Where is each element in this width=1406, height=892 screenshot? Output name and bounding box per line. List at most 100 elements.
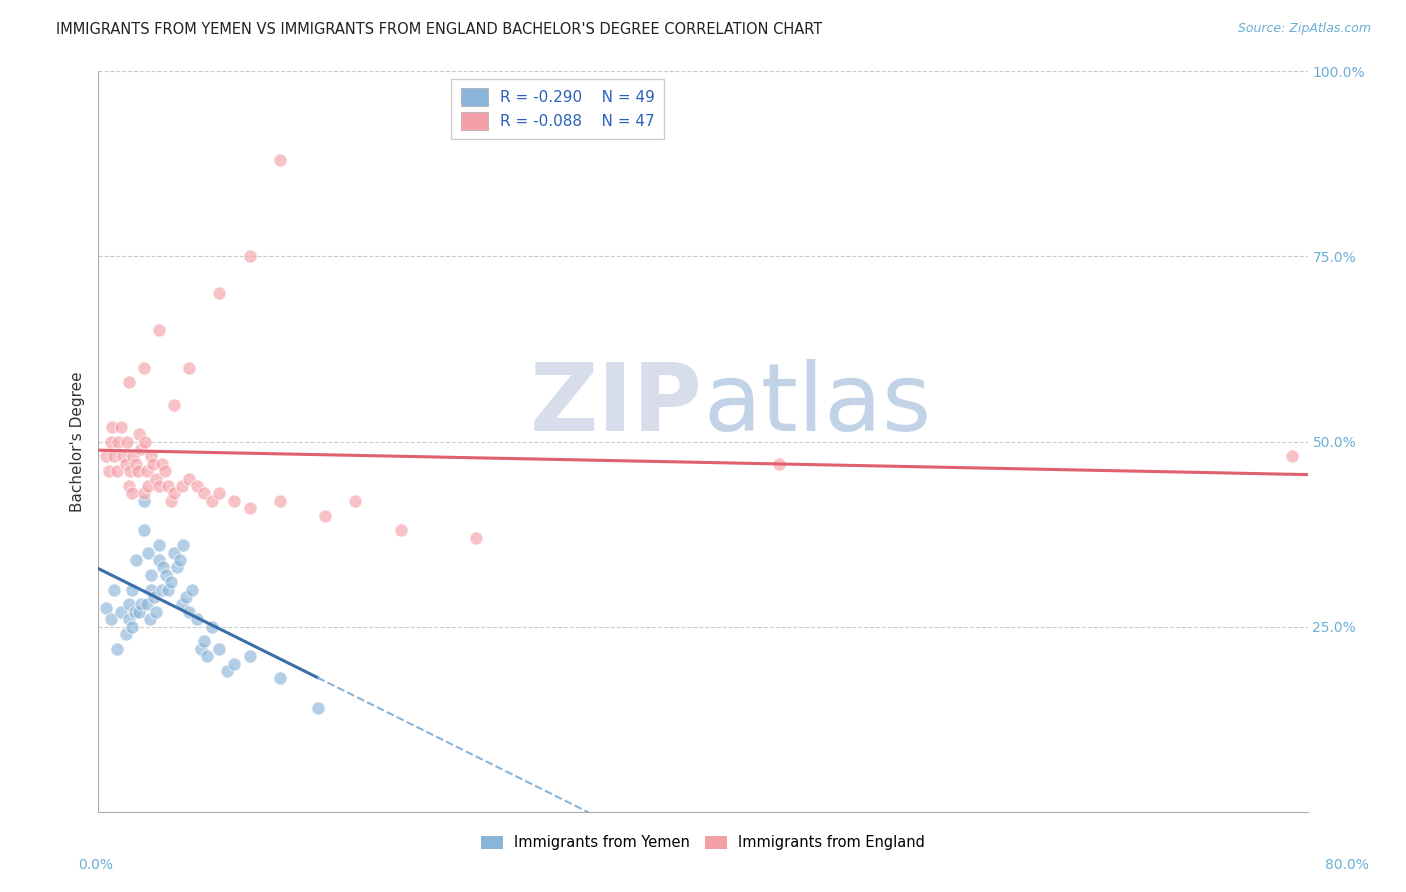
Point — [193, 486, 215, 500]
Point — [389, 524, 412, 538]
Point — [100, 434, 122, 449]
Point — [132, 360, 155, 375]
Point — [110, 605, 132, 619]
Point — [114, 627, 136, 641]
Point — [141, 567, 163, 582]
Point — [148, 479, 170, 493]
Point — [224, 657, 246, 671]
Point — [107, 434, 129, 449]
Point — [115, 434, 138, 449]
Point — [307, 701, 329, 715]
Point — [190, 641, 212, 656]
Point — [163, 398, 186, 412]
Point — [111, 450, 134, 464]
Point — [170, 479, 193, 493]
Point — [224, 493, 246, 508]
Point — [145, 471, 167, 485]
Point — [239, 501, 262, 516]
Point — [128, 605, 150, 619]
Point — [135, 464, 157, 478]
Point — [118, 479, 141, 493]
Point — [145, 605, 167, 619]
Point — [768, 457, 790, 471]
Point — [172, 538, 194, 552]
Point — [153, 464, 176, 478]
Point — [141, 582, 163, 597]
Text: IMMIGRANTS FROM YEMEN VS IMMIGRANTS FROM ENGLAND BACHELOR'S DEGREE CORRELATION C: IMMIGRANTS FROM YEMEN VS IMMIGRANTS FROM… — [56, 22, 823, 37]
Point — [136, 546, 159, 560]
Legend: Immigrants from Yemen, Immigrants from England: Immigrants from Yemen, Immigrants from E… — [475, 830, 931, 856]
Point — [110, 419, 132, 434]
Point — [118, 376, 141, 390]
Point — [1281, 450, 1303, 464]
Point — [120, 464, 142, 478]
Point — [135, 598, 157, 612]
Point — [215, 664, 238, 678]
Point — [118, 598, 141, 612]
Point — [201, 493, 224, 508]
Point — [118, 612, 141, 626]
Point — [193, 634, 215, 648]
Point — [114, 457, 136, 471]
Point — [163, 486, 186, 500]
Point — [186, 479, 208, 493]
Point — [101, 419, 124, 434]
Point — [160, 575, 183, 590]
Point — [344, 493, 367, 508]
Point — [103, 450, 125, 464]
Point — [186, 612, 208, 626]
Point — [134, 434, 156, 449]
Point — [132, 486, 155, 500]
Point — [105, 464, 128, 478]
Text: Source: ZipAtlas.com: Source: ZipAtlas.com — [1237, 22, 1371, 36]
Point — [179, 360, 201, 375]
Point — [174, 590, 197, 604]
Point — [155, 567, 177, 582]
Point — [239, 250, 262, 264]
Point — [208, 486, 231, 500]
Point — [166, 560, 188, 574]
Point — [208, 641, 231, 656]
Point — [103, 582, 125, 597]
Point — [139, 612, 162, 626]
Point — [129, 442, 152, 456]
Point — [121, 619, 143, 633]
Point — [181, 582, 204, 597]
Point — [125, 457, 148, 471]
Point — [152, 560, 174, 574]
Point — [143, 590, 166, 604]
Point — [150, 582, 173, 597]
Text: 80.0%: 80.0% — [1324, 858, 1369, 872]
Text: atlas: atlas — [703, 359, 931, 450]
Point — [169, 553, 191, 567]
Point — [132, 493, 155, 508]
Point — [128, 427, 150, 442]
Point — [156, 479, 179, 493]
Point — [160, 493, 183, 508]
Point — [239, 649, 262, 664]
Point — [132, 524, 155, 538]
Point — [121, 486, 143, 500]
Point — [98, 464, 121, 478]
Point — [94, 601, 117, 615]
Point — [179, 471, 201, 485]
Point — [124, 605, 146, 619]
Point — [129, 598, 152, 612]
Text: ZIP: ZIP — [530, 359, 703, 450]
Point — [127, 464, 149, 478]
Point — [125, 553, 148, 567]
Text: 0.0%: 0.0% — [79, 858, 112, 872]
Point — [195, 649, 218, 664]
Y-axis label: Bachelor's Degree: Bachelor's Degree — [69, 371, 84, 512]
Point — [148, 553, 170, 567]
Point — [179, 605, 201, 619]
Point — [465, 531, 488, 545]
Point — [94, 450, 117, 464]
Point — [105, 641, 128, 656]
Point — [269, 493, 291, 508]
Point — [122, 450, 145, 464]
Point — [208, 286, 231, 301]
Point — [148, 538, 170, 552]
Point — [142, 457, 165, 471]
Point — [150, 457, 173, 471]
